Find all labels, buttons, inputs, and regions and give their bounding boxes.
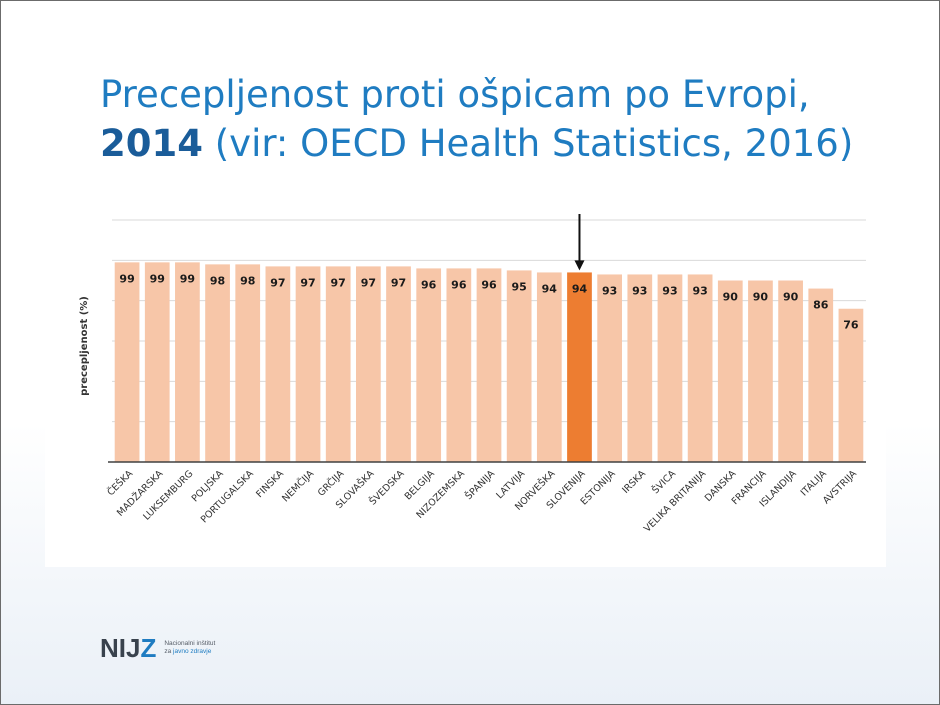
logo-sub-line2a: za <box>164 648 174 655</box>
bar-španija <box>476 268 502 462</box>
value-labels: 99 99 99 98 98 97 97 97 97 97 96 96 96 95 94 94 93 93 93 93… <box>119 272 858 331</box>
vaccination-bar-chart: 99 99 99 98 98 97 97 97 97 97 96 96 96 95 94 94 93 93 93 93… <box>79 214 866 535</box>
value-label: 96 <box>451 278 467 291</box>
logo-text-a: NIJ <box>100 632 141 663</box>
value-label: 99 <box>150 272 165 285</box>
nijz-logo: NIJZ Nacionalni inštitut za javno zdravj… <box>100 633 215 663</box>
bar-portugalska <box>235 264 261 462</box>
value-label: 76 <box>843 319 859 332</box>
logo-sub-line1: Nacionalni inštitut <box>164 640 216 647</box>
bar-irska <box>627 274 653 462</box>
logo-mark: NIJZ <box>100 633 156 664</box>
y-axis-label: precepljenost (%) <box>79 296 90 396</box>
bar-italija <box>808 288 834 462</box>
bar-islandija <box>778 280 803 462</box>
category-label: ŠVICA <box>649 467 678 496</box>
value-label: 95 <box>512 280 527 293</box>
title-line-1: Precepljenost proti ošpicam po Evropi, <box>100 73 810 116</box>
value-label: 93 <box>662 284 677 297</box>
category-label: ŠPANIJA <box>463 467 498 502</box>
bar-estonija <box>597 274 623 462</box>
value-label: 98 <box>240 274 255 287</box>
title-line-2: 2014 (vir: OECD Health Statistics, 2016) <box>100 119 900 168</box>
value-label: 96 <box>481 278 497 291</box>
logo-text-b: Z <box>140 632 157 663</box>
bar-latvija <box>506 270 532 462</box>
value-label: 99 <box>180 272 195 285</box>
category-label: PORTUGALSKA <box>199 468 256 525</box>
bar-danska <box>717 280 743 462</box>
value-label: 97 <box>300 276 315 289</box>
value-label: 94 <box>542 282 558 295</box>
category-label: ČEŠKA <box>105 467 136 498</box>
value-label: 97 <box>361 276 376 289</box>
bar-avstrija <box>838 308 864 462</box>
bar-madžarska <box>144 262 170 462</box>
bar-češka <box>114 262 140 462</box>
logo-sub-line2b: javno zdravje <box>173 648 212 655</box>
value-label: 93 <box>632 284 647 297</box>
value-label: 97 <box>331 276 346 289</box>
slide-title: Precepljenost proti ošpicam po Evropi, 2… <box>100 70 900 168</box>
bar-luksemburg <box>175 262 200 462</box>
arrow-head-icon <box>574 260 585 271</box>
bar-nizozemska <box>446 268 472 462</box>
category-label: AVSTRIJA <box>821 468 859 506</box>
bar-francija <box>748 280 773 462</box>
bar-velika britanija <box>687 274 713 462</box>
title-source: (vir: OECD Health Statistics, 2016) <box>202 122 854 165</box>
category-label: NEMČIJA <box>279 467 316 504</box>
bar-slovaška <box>355 266 381 462</box>
bar-nemčija <box>295 266 321 462</box>
bar-poljska <box>205 264 230 462</box>
title-year: 2014 <box>100 122 203 165</box>
value-label: 90 <box>783 291 799 304</box>
value-label: 94 <box>572 282 588 295</box>
category-label: IRSKA <box>620 468 648 496</box>
bars <box>114 262 864 462</box>
chart-panel: 99 99 99 98 98 97 97 97 97 97 96 96 96 95 94 94 93 93 93 93… <box>45 190 886 567</box>
value-label: 97 <box>391 276 406 289</box>
bar-norveška <box>536 272 562 462</box>
bar-grčija <box>325 266 351 462</box>
value-label: 90 <box>723 291 739 304</box>
bar-švedska <box>386 266 411 462</box>
value-label: 99 <box>119 272 134 285</box>
value-label: 86 <box>813 299 829 312</box>
value-label: 90 <box>753 291 769 304</box>
value-label: 96 <box>421 278 437 291</box>
bar-švica <box>657 274 683 462</box>
category-labels: ČEŠKAMADŽARSKALUKSEMBURGPOLJSKAPORTUGALS… <box>105 467 860 534</box>
bar-belgija <box>416 268 442 462</box>
value-label: 93 <box>602 284 617 297</box>
bar-finska <box>265 266 291 462</box>
bar-slovenija <box>567 272 592 462</box>
value-label: 98 <box>210 274 225 287</box>
value-label: 97 <box>270 276 285 289</box>
highlight-arrow <box>574 214 585 271</box>
logo-subtitle: Nacionalni inštitut za javno zdravje <box>164 640 215 656</box>
value-label: 93 <box>692 284 707 297</box>
